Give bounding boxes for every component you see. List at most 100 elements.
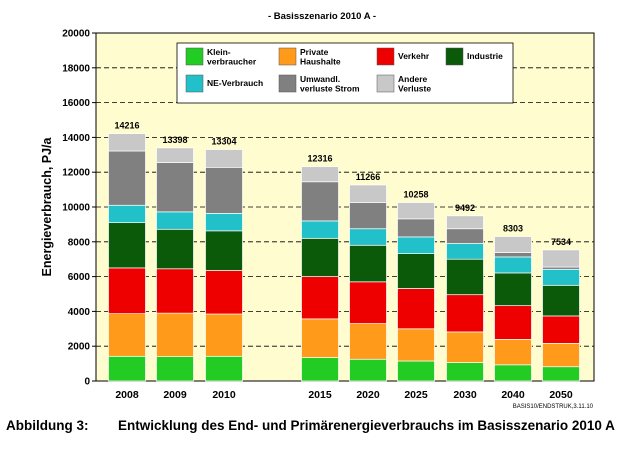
bar-segment bbox=[349, 244, 387, 283]
x-axis-ticks: 2008 2009 2010 2015 2020 2025 2030 2040 2050 bbox=[115, 389, 573, 401]
bar-segment bbox=[156, 312, 194, 357]
legend-label: Andere Verluste bbox=[398, 74, 431, 94]
y-axis-ticks: 0 2000 4000 6000 8000 10000 12000 14000 16000 180… bbox=[62, 29, 96, 388]
bar-segment bbox=[494, 305, 532, 340]
legend-swatch bbox=[376, 47, 395, 66]
y-tick-label: 16000 bbox=[62, 98, 90, 109]
bar-segment bbox=[108, 150, 146, 206]
bars bbox=[108, 133, 580, 382]
bar-segment bbox=[397, 328, 435, 362]
y-tick-label: 14000 bbox=[62, 133, 90, 144]
total-label: 13304 bbox=[211, 137, 236, 147]
bar-segment bbox=[446, 331, 484, 363]
bar-segment bbox=[301, 166, 339, 183]
legend-label: NE-Verbrauch bbox=[207, 78, 263, 88]
bar-segment bbox=[446, 258, 484, 296]
x-tick-label: 2030 bbox=[453, 389, 477, 401]
bar-segment bbox=[397, 202, 435, 220]
bar-segment bbox=[494, 252, 532, 258]
bar-segment bbox=[446, 294, 484, 333]
bar-segment bbox=[542, 249, 580, 268]
bar-segment bbox=[205, 213, 243, 232]
legend-label: Klein-verbraucher bbox=[207, 47, 257, 67]
bar-segment bbox=[494, 272, 532, 307]
legend-label: Private Haushalte bbox=[300, 47, 341, 67]
bar-segment bbox=[349, 228, 387, 246]
bar-segment bbox=[301, 181, 339, 222]
bar-segment bbox=[108, 267, 146, 315]
legend: Klein-verbraucher Private Haushalte Verkehr… bbox=[176, 42, 514, 104]
bar-segment bbox=[494, 364, 532, 382]
caption-number: Abbildung 3: bbox=[6, 418, 89, 433]
bar-segment bbox=[446, 215, 484, 230]
y-tick-label: 8000 bbox=[68, 237, 91, 248]
bar-segment bbox=[156, 147, 194, 163]
bar-segment bbox=[349, 358, 387, 382]
total-label: 11266 bbox=[356, 172, 381, 182]
bar-segment bbox=[156, 356, 194, 382]
legend-swatch bbox=[445, 47, 464, 66]
x-tick-label: 2008 bbox=[115, 389, 139, 401]
bar-segment bbox=[446, 243, 484, 260]
legend-swatch bbox=[278, 47, 297, 66]
legend-label: Umwandl. verluste Strom bbox=[300, 74, 360, 94]
y-tick-label: 10000 bbox=[62, 203, 90, 214]
bar-segment bbox=[397, 288, 435, 330]
bar-segment bbox=[397, 218, 435, 238]
x-tick-label: 2025 bbox=[404, 389, 428, 401]
y-tick-label: 2000 bbox=[68, 342, 91, 353]
legend-swatch bbox=[376, 74, 395, 93]
bar-segment bbox=[542, 284, 580, 317]
total-label: 10258 bbox=[403, 190, 428, 200]
y-tick-label: 4000 bbox=[68, 307, 91, 318]
bar-segment bbox=[108, 355, 146, 382]
bar-segment bbox=[205, 166, 243, 214]
total-label: 14216 bbox=[114, 121, 139, 131]
total-labels: 14216 13398 13304 12316 11266 10258 9492 8303 75… bbox=[114, 121, 571, 247]
footnote: BASIS10/ENDSTRUK,3.11.10 bbox=[513, 404, 594, 410]
bar-segment bbox=[301, 357, 339, 382]
y-tick-label: 20000 bbox=[62, 29, 90, 40]
bar-segment bbox=[494, 236, 532, 253]
legend-swatch bbox=[185, 47, 204, 66]
x-tick-label: 2020 bbox=[356, 389, 380, 401]
bar-segment bbox=[397, 253, 435, 289]
bar-segment bbox=[108, 222, 146, 269]
total-label: 13398 bbox=[162, 135, 187, 145]
bar-segment bbox=[301, 237, 339, 277]
bar-segment bbox=[349, 184, 387, 204]
total-label: 7534 bbox=[551, 237, 571, 247]
bar-segment bbox=[494, 256, 532, 274]
bar-segment bbox=[301, 318, 339, 358]
bar-segment bbox=[542, 366, 580, 382]
legend-label: Verkehr bbox=[398, 51, 430, 61]
x-tick-label: 2009 bbox=[163, 389, 187, 401]
figure-caption: Abbildung 3: Entwicklung des End- und Pri… bbox=[6, 418, 636, 433]
bar-segment bbox=[205, 270, 243, 315]
bar-segment bbox=[108, 204, 146, 224]
bar-segment bbox=[205, 230, 243, 271]
bar-segment bbox=[397, 236, 435, 254]
bar-segment bbox=[301, 220, 339, 239]
bar-segment bbox=[156, 228, 194, 270]
legend-swatch bbox=[278, 74, 297, 93]
bar-segment bbox=[542, 315, 580, 344]
x-tick-label: 2015 bbox=[308, 389, 332, 401]
bar-segment bbox=[349, 202, 387, 230]
total-label: 9492 bbox=[455, 203, 475, 213]
bar-segment bbox=[446, 362, 484, 382]
legend-label: Industrie bbox=[467, 51, 503, 61]
bar-segment bbox=[156, 211, 194, 230]
y-tick-label: 0 bbox=[84, 377, 90, 388]
y-tick-label: 12000 bbox=[62, 168, 90, 179]
bar-segment bbox=[349, 323, 387, 360]
chart-title: - Basisszenario 2010 A - bbox=[268, 11, 376, 22]
legend-swatch bbox=[185, 74, 204, 93]
y-tick-label: 18000 bbox=[62, 63, 90, 74]
total-label: 12316 bbox=[307, 154, 332, 164]
bar-segment bbox=[205, 355, 243, 382]
bar-segment bbox=[108, 313, 146, 357]
x-tick-label: 2050 bbox=[549, 389, 573, 401]
bar-segment bbox=[542, 268, 580, 286]
